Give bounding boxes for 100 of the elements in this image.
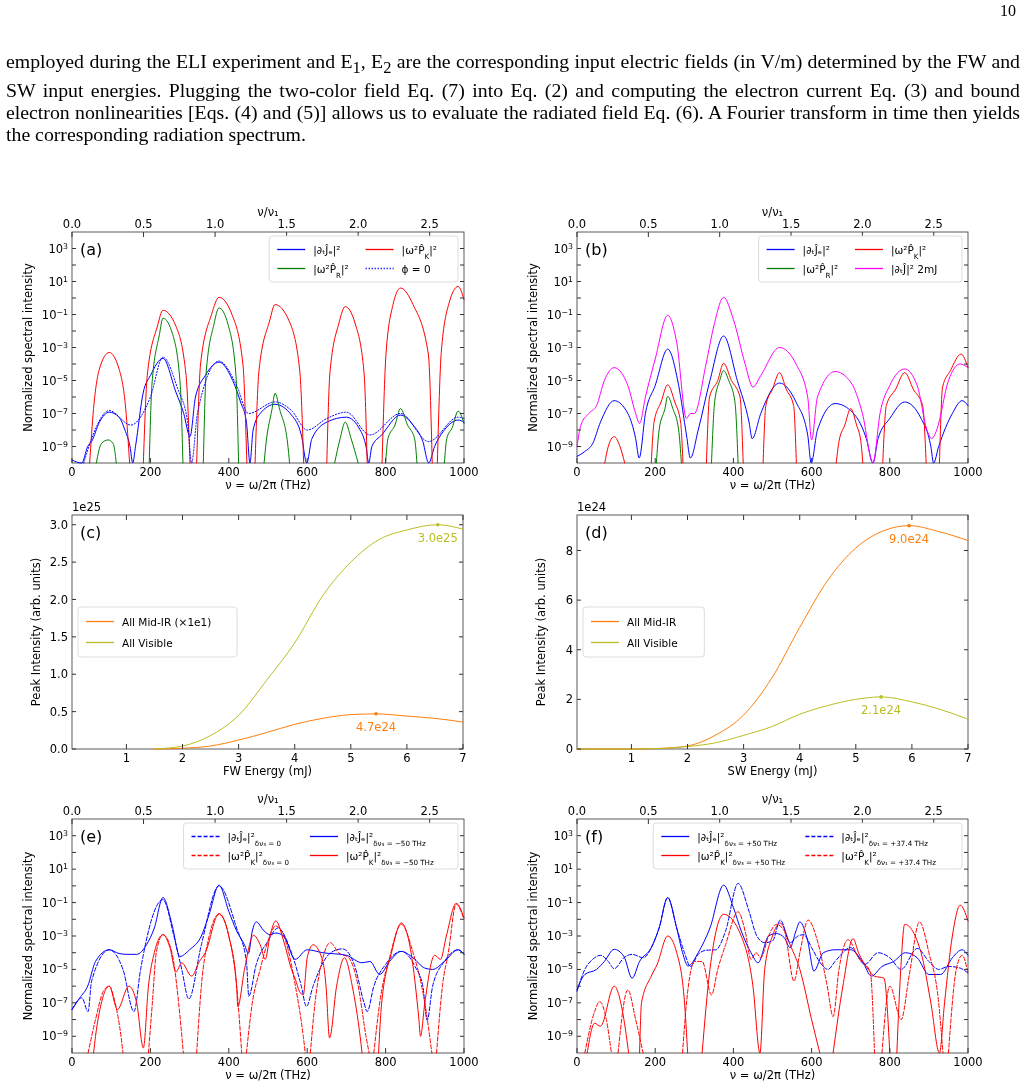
x-tick-label: 7 [964, 751, 972, 765]
y-tick-label: 10$^{−3}$ [41, 928, 69, 944]
legend-label: |∂ₜĴₑ|²$_{δν₃ = 0}$ [227, 830, 282, 847]
x2-tick-label: 2.5 [924, 804, 943, 818]
x2-axis-title: ν/ν₁ [761, 792, 784, 806]
x2-tick-label: 2.0 [348, 804, 368, 818]
x-tick-label: 200 [644, 1055, 667, 1069]
legend-label: |∂ₜĴ|² 2mJ [891, 262, 938, 276]
text: 1e25 [72, 500, 102, 514]
legend-label: |ω²P̂$_{R}$|² [802, 262, 839, 279]
y-tick-label: 10$^{3}$ [48, 828, 69, 843]
y-tick-label: 0.0 [49, 742, 68, 757]
y-tick-label: 10$^{−9}$ [546, 439, 574, 454]
x-tick-label: 200 [139, 1055, 162, 1069]
y-tick-label: 10$^{3}$ [553, 241, 574, 256]
x-tick-label: 4 [796, 751, 804, 765]
x2-tick-label: 1.0 [205, 217, 225, 231]
x-tick-label: 800 [878, 465, 901, 479]
x2-tick-label: 2.0 [853, 217, 872, 231]
y-tick-label: 10$^{−5}$ [41, 961, 69, 977]
x-tick-label: 600 [800, 1055, 823, 1069]
annotation: (f) [585, 827, 604, 846]
x2-axis-title: ν/ν₁ [257, 205, 279, 219]
annotation: (a) [80, 240, 103, 259]
x2-tick-label: 1.0 [710, 804, 729, 818]
x-axis-title: ν = ω/2π (THz) [225, 1068, 311, 1082]
annotation: (d) [585, 523, 608, 542]
y-tick-label: 10$^{−5}$ [546, 373, 574, 388]
y-tick-label: 1.5 [49, 629, 68, 644]
x-tick-label: 3 [739, 751, 748, 765]
x-tick-label: 5 [347, 751, 355, 765]
y-tick-label: 10$^{−7}$ [41, 406, 69, 421]
x-tick-label: 6 [908, 751, 916, 765]
y-tick-label: 10$^{−3}$ [41, 340, 69, 355]
x2-tick-label: 1.5 [781, 217, 801, 231]
x2-axis-title: ν/ν₁ [761, 205, 784, 219]
y-axis-title: Normalized spectral intensity [526, 851, 540, 1021]
x-tick-label: 1000 [953, 1055, 983, 1069]
x2-tick-label: 0.5 [639, 217, 658, 231]
legend-label: |∂ₜĴₑ|² [802, 243, 830, 257]
legend-label: |∂ₜĴₑ|²$_{δν₃ = −50 THz}$ [345, 830, 426, 847]
annotation: (e) [80, 827, 103, 846]
x-tick-label: 6 [403, 751, 411, 765]
y-tick-label: 8 [565, 543, 573, 558]
annotation: 9.0e24 [889, 531, 930, 546]
y-tick-label: 10$^{−5}$ [41, 373, 69, 388]
x-tick-label: 2 [683, 751, 692, 765]
y-tick-label: 3.0 [49, 517, 68, 532]
y-tick-label: 10$^{−9}$ [546, 1028, 574, 1044]
annotation: (c) [80, 523, 102, 542]
legend-label: |ω²P̂$_{R}$|² [313, 262, 349, 279]
y-axis-title: Peak Intensity (arb. units) [534, 557, 548, 707]
y-tick-label: 10$^{−1}$ [41, 895, 69, 910]
x2-tick-label: 0.0 [62, 217, 82, 231]
y-tick-label: 10$^{−7}$ [41, 995, 69, 1010]
y-tick-label: 0.5 [49, 704, 68, 719]
x2-tick-label: 2.0 [853, 804, 872, 818]
x-tick-label: 200 [644, 465, 667, 479]
y-tick-label: 10$^{1}$ [553, 861, 574, 877]
x-axis-title: SW Energy (mJ) [727, 764, 818, 778]
x2-tick-label: 1.0 [710, 217, 729, 231]
y-tick-label: 10$^{−9}$ [41, 1028, 69, 1044]
y-tick-label: 10$^{−3}$ [546, 340, 574, 355]
x-tick-label: 400 [722, 465, 745, 479]
y-tick-label: 10$^{1}$ [48, 861, 69, 877]
y-tick-label: 10$^{1}$ [553, 274, 574, 289]
y-tick-label: 2 [565, 692, 573, 707]
y-axis-title: Normalized spectral intensity [21, 851, 35, 1021]
y-tick-label: 10$^{−7}$ [546, 995, 574, 1010]
x-tick-label: 5 [852, 751, 860, 765]
x-tick-label: 800 [878, 1055, 901, 1069]
text: 1e24 [577, 500, 607, 514]
x-tick-label: 1000 [953, 465, 983, 479]
legend-label: |ω²P̂$_{K}$|²$_{δν₃ = +50 THz}$ [697, 849, 786, 866]
x2-tick-label: 0.5 [134, 217, 153, 231]
y-axis-title: Peak Intensity (arb. units) [29, 557, 43, 707]
x2-tick-label: 2.5 [420, 804, 439, 818]
x2-tick-label: 0.5 [639, 804, 658, 818]
x-tick-label: 4 [291, 751, 299, 765]
y-tick-label: 10$^{−5}$ [546, 961, 574, 977]
legend-label: |ω²P̂$_{K}$|²$_{δν₁ = +37.4 THz}$ [841, 849, 937, 866]
x2-tick-label: 2.0 [348, 217, 368, 231]
x-tick-label: 2 [178, 751, 187, 765]
text: employed during the ELI experiment and E$_{1}$, E$_{2}$ are the corresponding input electric fields (in V/m) determined by the FW and SW input energies. Plugging the two-color field Eq. (7) into Eq. (2) and computing the electron current Eq. (3) and bound electron nonlinearities [Eqs. (4) and (5)] allows us to evaluate the radiated field Eq. (6). A Fourier transform in time then yields the corresponding radiation spectrum. [6, 50, 1020, 145]
x-tick-label: 1 [122, 751, 131, 765]
x-tick-label: 600 [296, 465, 319, 479]
x-tick-label: 600 [800, 465, 823, 479]
x2-tick-label: 0.0 [62, 804, 82, 818]
x-tick-label: 3 [234, 751, 243, 765]
legend-label: |∂ₜĴₑ|² [313, 243, 341, 257]
y-tick-label: 10$^{3}$ [553, 828, 574, 843]
legend-label: |ω²P̂$_{K}$|² [891, 243, 927, 260]
x-axis-title: ν = ω/2π (THz) [729, 1068, 816, 1082]
y-tick-label: 2.5 [49, 555, 68, 570]
legend-label: |∂ₜĴₑ|²$_{δν₁ = +37.4 THz}$ [841, 830, 929, 847]
line-series [576, 296, 969, 464]
x-tick-label: 600 [296, 1055, 319, 1069]
y-tick-label: 2.0 [49, 592, 68, 607]
legend-label: ϕ = 0 [401, 262, 431, 275]
x2-tick-label: 1.5 [277, 217, 296, 231]
